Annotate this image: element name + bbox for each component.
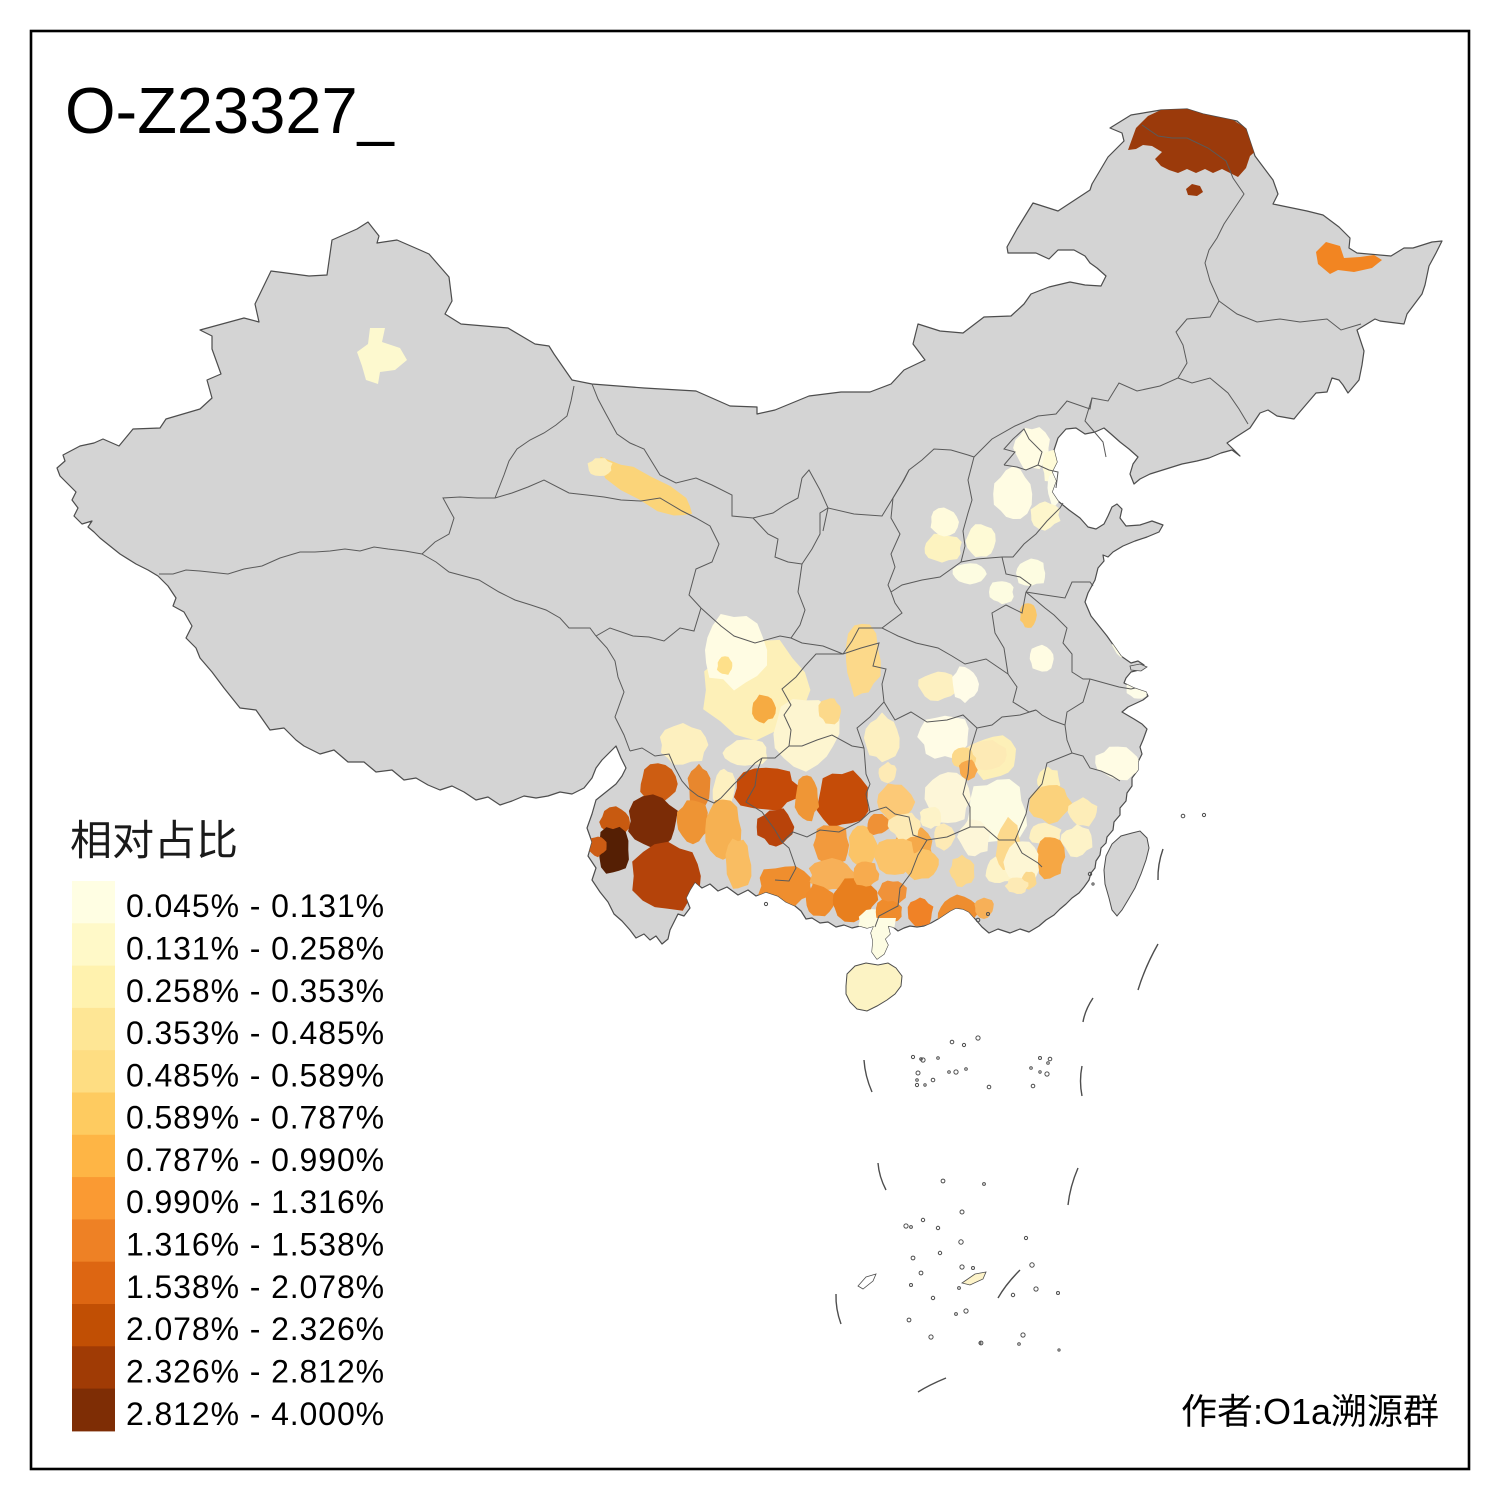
svg-text:2.812% - 4.000%: 2.812% - 4.000% (126, 1396, 385, 1432)
svg-text:1.538% - 2.078%: 1.538% - 2.078% (126, 1269, 385, 1305)
svg-text::O1a: :O1a (1253, 1391, 1332, 1432)
svg-text:2.326% - 2.812%: 2.326% - 2.812% (126, 1354, 385, 1390)
svg-text:0.045% - 0.131%: 0.045% - 0.131% (126, 888, 385, 924)
svg-text:O-Z23327_: O-Z23327_ (65, 74, 395, 147)
svg-text:2.078% - 2.326%: 2.078% - 2.326% (126, 1311, 385, 1347)
svg-text:1.316% - 1.538%: 1.316% - 1.538% (126, 1227, 385, 1263)
svg-text:0.589% - 0.787%: 0.589% - 0.787% (126, 1100, 385, 1136)
svg-text:0.258% - 0.353%: 0.258% - 0.353% (126, 973, 385, 1009)
svg-text:0.131% - 0.258%: 0.131% - 0.258% (126, 930, 385, 966)
svg-text:0.787% - 0.990%: 0.787% - 0.990% (126, 1142, 385, 1178)
svg-text:0.485% - 0.589%: 0.485% - 0.589% (126, 1057, 385, 1093)
svg-text:0.353% - 0.485%: 0.353% - 0.485% (126, 1015, 385, 1051)
svg-text:0.990% - 1.316%: 0.990% - 1.316% (126, 1184, 385, 1220)
